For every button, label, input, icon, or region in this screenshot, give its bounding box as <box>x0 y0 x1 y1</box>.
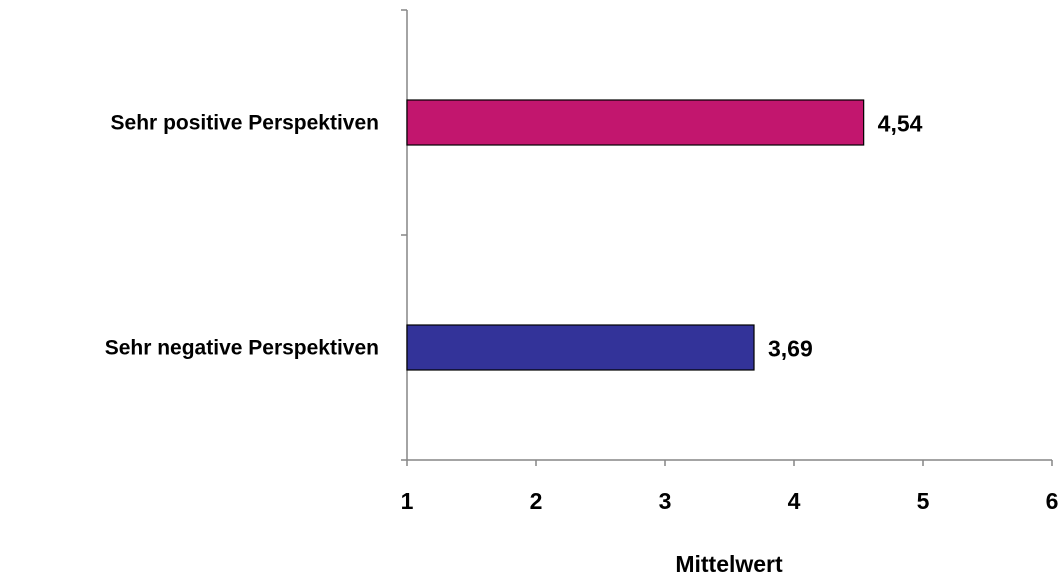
bar <box>406 99 865 146</box>
chart-bars <box>406 99 865 371</box>
x-axis-title: Mittelwert <box>675 551 783 577</box>
x-tick-label: 1 <box>401 488 414 514</box>
x-tick-label: 5 <box>917 488 930 514</box>
category-label: Sehr positive Perspektiven <box>111 112 379 135</box>
x-tick-label: 2 <box>530 488 543 514</box>
bar <box>406 324 755 371</box>
chart-labels: Sehr positive Perspektiven 4,54 Sehr negat… <box>105 111 923 362</box>
chart-axes: 1 2 3 4 5 6 <box>401 9 1059 514</box>
x-tick-label: 6 <box>1046 488 1059 514</box>
category-label: Sehr negative Perspektiven <box>105 337 379 360</box>
data-label: 4,54 <box>878 111 923 137</box>
x-tick-label: 4 <box>788 488 801 514</box>
x-tick-label: 3 <box>659 488 672 514</box>
data-label: 3,69 <box>768 336 813 362</box>
